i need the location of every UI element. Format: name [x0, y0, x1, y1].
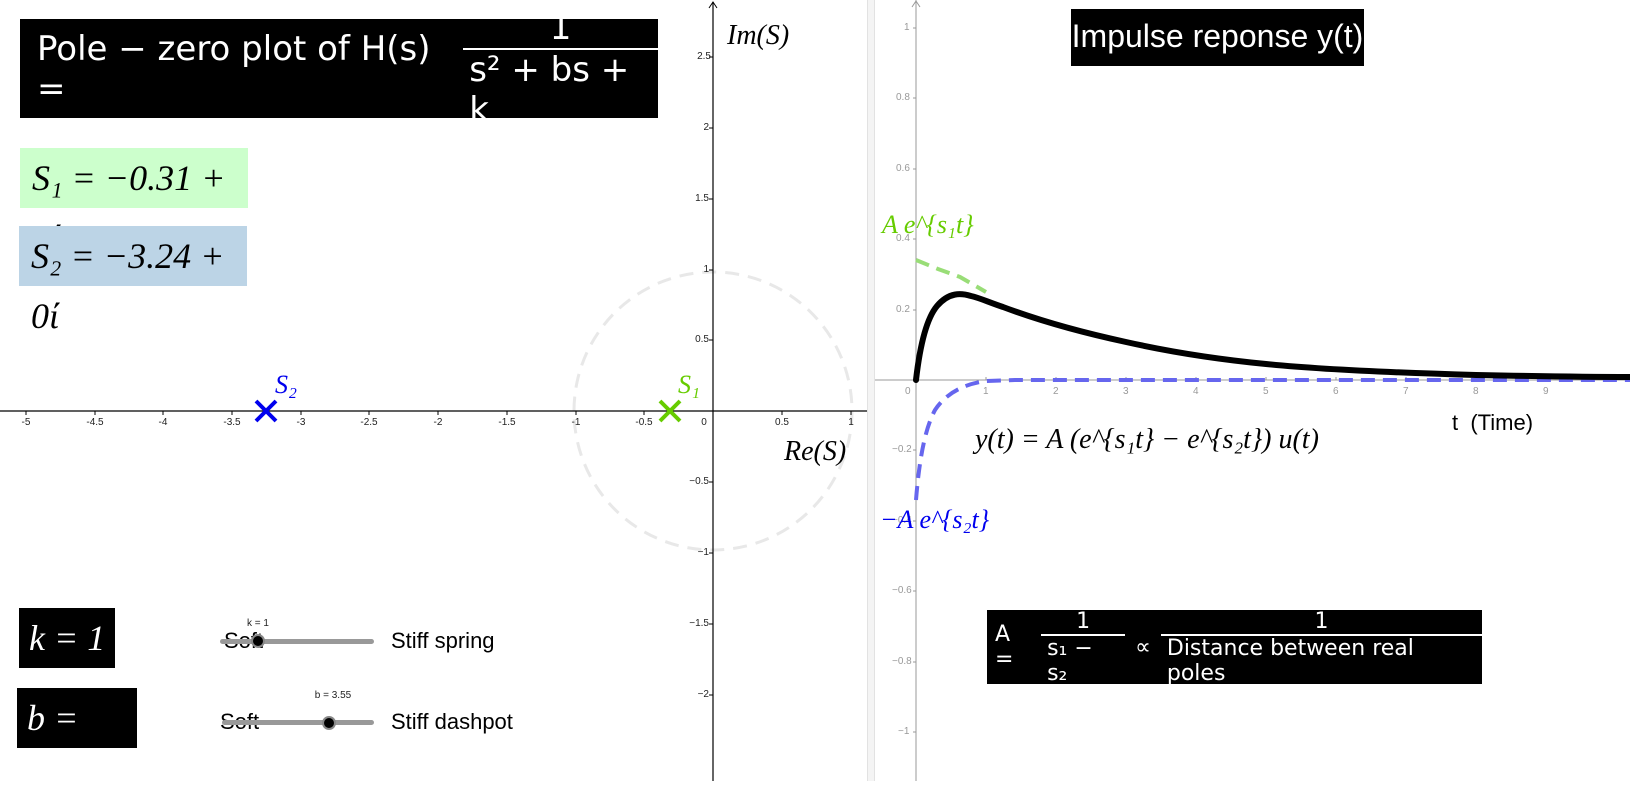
series-green-dashed: [915, 258, 987, 294]
slider-k-knob[interactable]: [251, 634, 265, 648]
green-series-label: A e^{s₁t}: [882, 210, 974, 239]
slider-k-track[interactable]: [220, 639, 374, 644]
pole-s1-label: S₁: [678, 370, 701, 399]
yt-equation: y(t) = A (e^{s₁t} − e^{s₂t}) u(t): [975, 424, 1319, 455]
k-value-box: k = 1: [19, 608, 115, 668]
slider-b-knob[interactable]: [322, 716, 336, 730]
panel-divider[interactable]: [867, 0, 875, 781]
series-yt: [913, 291, 1630, 383]
amp-lhs: A =: [995, 622, 1014, 672]
amp-fraction-2: 1 Distance between real poles: [1160, 609, 1482, 686]
slider-k-value: k = 1: [247, 618, 269, 629]
pole-s2-label: S₂: [275, 370, 298, 399]
blue-series-label: −A e^{s₂t}: [880, 505, 990, 534]
slider-b-value: b = 3.55: [314, 690, 352, 701]
pole-zero-title: Pole − zero plot of H(s) = 1 s² + bs + k: [20, 8, 658, 130]
b-value-box: b = 3.55: [17, 688, 137, 798]
im-axis-label: Im(S): [727, 20, 790, 51]
pole-s2-marker: [254, 399, 278, 423]
slider-k-right-label: Stiff spring: [391, 628, 495, 653]
amp-fraction-1: 1 s₁ − s₂: [1041, 609, 1126, 686]
title-prefix: Pole − zero plot of H(s) =: [37, 28, 431, 109]
pole-zero-plot: [0, 1, 870, 781]
amplitude-box: A = 1 s₁ − s₂ ∝ 1 Distance between real …: [987, 609, 1482, 686]
slider-b-right-label: Stiff dashpot: [391, 709, 513, 734]
im-axis-arrow: [708, 1, 718, 9]
slider-b-track[interactable]: [222, 720, 374, 725]
pole-s1-value: S₁ = −0.31 + 0ί: [20, 148, 248, 258]
series-blue-dashed: [914, 378, 1630, 501]
title-fraction: 1 s² + bs + k: [463, 8, 658, 130]
amp-prop: ∝: [1135, 634, 1151, 660]
pole-s2-value: S₂ = −3.24 + 0ί: [19, 226, 247, 336]
re-axis-label: Re(S): [784, 436, 847, 467]
impulse-response-title: Impulse reponse y(t): [1071, 9, 1364, 66]
pole-s1-marker: [658, 399, 682, 423]
impulse-response-plot: [875, 0, 1630, 781]
t-axis-label: t (Time): [1452, 410, 1534, 435]
